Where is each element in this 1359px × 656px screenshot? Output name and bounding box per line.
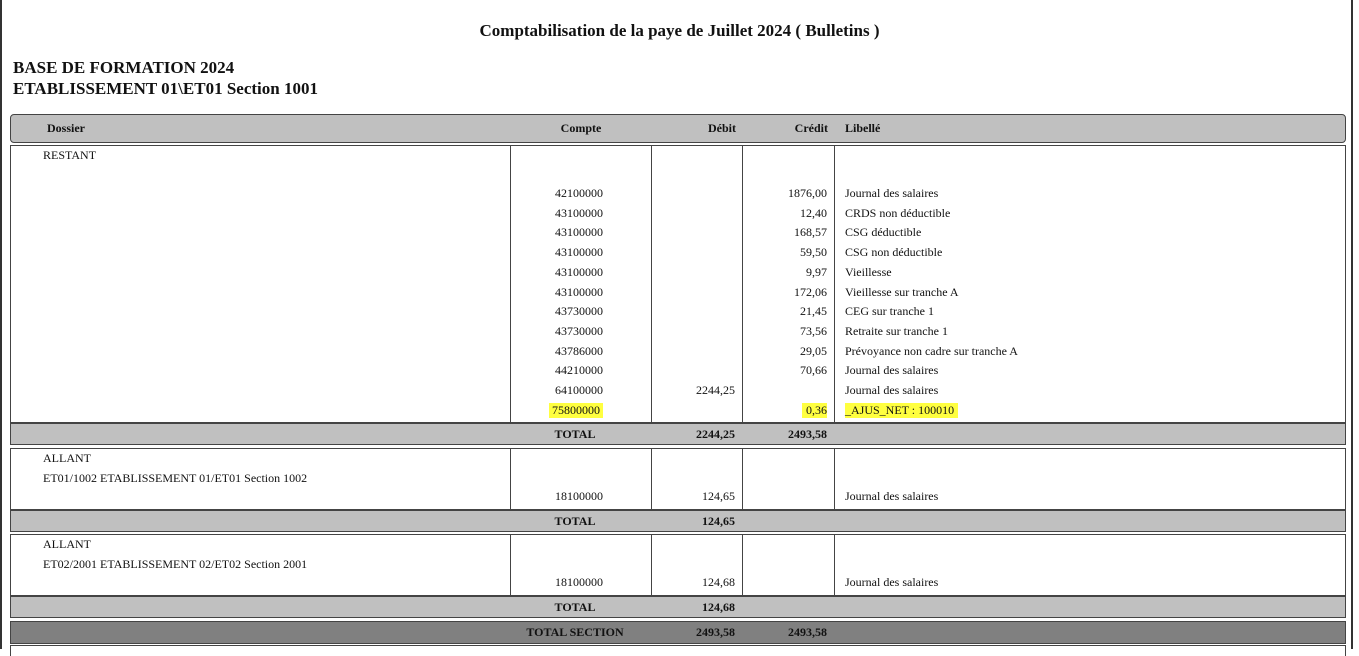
libelle-cell: _AJUS_NET : 100010 — [845, 402, 959, 418]
compte-cell: 43100000 — [555, 264, 603, 279]
establishment-name: ETABLISSEMENT 01\ET01 Section 1001 — [13, 79, 318, 98]
compte-cell: 43730000 — [555, 304, 603, 319]
total-label: TOTAL — [554, 600, 596, 614]
page-border-left — [0, 0, 2, 649]
debit-cell: 124,68 — [702, 575, 735, 589]
column-divider — [834, 534, 835, 596]
total-section-credit: 2493,58 — [788, 625, 827, 639]
section-type: RESTANT — [43, 148, 97, 162]
page-border-right — [1351, 0, 1353, 649]
compte-cell: 64100000 — [555, 383, 603, 397]
libelle-cell: Journal des salaires — [845, 383, 939, 397]
libelle-cell: Journal des salaires — [845, 363, 939, 378]
libelle-cell: Journal des salaires — [845, 575, 939, 589]
column-divider — [651, 145, 652, 423]
compte-cell: 43730000 — [555, 323, 603, 338]
debit-cell: 2244,25 — [696, 383, 735, 397]
compte-cell: 44210000 — [555, 363, 603, 378]
credit-cell: 12,40 — [800, 205, 827, 220]
section-label: ET01/1002 ETABLISSEMENT 01/ET01 Section … — [43, 471, 308, 485]
total-debit: 124,65 — [702, 514, 735, 528]
compte-cell: 43100000 — [555, 245, 603, 260]
libelle-cell: CEG sur tranche 1 — [845, 304, 934, 319]
credit-cell: 172,06 — [794, 284, 827, 299]
compte-cell: 43100000 — [555, 225, 603, 240]
column-divider — [834, 145, 835, 423]
column-divider — [742, 534, 743, 596]
section-label: ET02/2001 ETABLISSEMENT 02/ET02 Section … — [43, 557, 308, 571]
credit-cell: 59,50 — [800, 245, 827, 260]
section-type: ALLANT — [43, 537, 91, 551]
total-section-row — [10, 621, 1346, 644]
total-section-label: TOTAL SECTION — [526, 625, 624, 639]
credit-cell: 9,97 — [806, 264, 827, 279]
section-type: ALLANT — [43, 451, 91, 465]
col-dossier: Dossier — [47, 121, 85, 135]
column-divider — [742, 145, 743, 423]
credit-cell: 70,66 — [800, 363, 827, 378]
total-debit: 2244,25 — [696, 427, 735, 441]
report-title: Comptabilisation de la paye de Juillet 2… — [479, 21, 880, 40]
total-row — [10, 596, 1346, 618]
col-credit: Crédit — [794, 121, 828, 135]
column-divider — [834, 448, 835, 510]
libelle-cell: Prévoyance non cadre sur tranche A — [845, 343, 1018, 358]
column-divider — [651, 534, 652, 596]
total-row — [10, 510, 1346, 532]
libelle-cell: Vieillesse sur tranche A — [845, 284, 959, 299]
libelle-cell: CSG non déductible — [845, 245, 943, 260]
credit-cell: 29,05 — [800, 343, 827, 358]
col-debit: Débit — [708, 121, 736, 135]
credit-cell: 1876,00 — [788, 186, 827, 200]
compte-cell: 75800000 — [549, 402, 603, 418]
next-section-box — [10, 645, 1346, 656]
column-divider — [510, 448, 511, 510]
compte-cell: 18100000 — [555, 575, 603, 589]
company-name: BASE DE FORMATION 2024 — [13, 58, 235, 77]
table-header: Dossier Compte Débit Crédit Libellé — [10, 114, 1346, 143]
total-label: TOTAL — [554, 427, 596, 441]
col-libelle: Libellé — [845, 121, 881, 135]
libelle-cell: Retraite sur tranche 1 — [845, 323, 948, 338]
column-divider — [510, 534, 511, 596]
column-divider — [510, 145, 511, 423]
total-debit: 124,68 — [702, 600, 735, 614]
total-row — [10, 423, 1346, 445]
libelle-cell: Journal des salaires — [845, 186, 939, 200]
col-compte: Compte — [560, 121, 602, 135]
total-section-debit: 2493,58 — [696, 625, 735, 639]
column-divider — [742, 448, 743, 510]
section-box — [10, 145, 1346, 423]
libelle-cell: Vieillesse — [845, 264, 892, 279]
compte-cell: 43786000 — [555, 343, 603, 358]
libelle-cell: CRDS non déductible — [845, 205, 951, 220]
total-label: TOTAL — [554, 514, 596, 528]
compte-cell: 18100000 — [555, 489, 603, 503]
credit-cell: 73,56 — [800, 323, 827, 338]
total-credit: 2493,58 — [788, 427, 827, 441]
compte-cell: 43100000 — [555, 284, 603, 299]
compte-cell: 42100000 — [555, 186, 603, 200]
column-divider — [651, 448, 652, 510]
compte-cell: 43100000 — [555, 205, 603, 220]
credit-cell: 168,57 — [794, 225, 827, 240]
libelle-cell: Journal des salaires — [845, 489, 939, 503]
section-box — [10, 448, 1346, 510]
libelle-cell: CSG déductible — [845, 225, 922, 240]
section-box — [10, 534, 1346, 596]
credit-cell: 0,36 — [802, 402, 827, 418]
debit-cell: 124,65 — [702, 489, 735, 503]
credit-cell: 21,45 — [800, 304, 827, 319]
